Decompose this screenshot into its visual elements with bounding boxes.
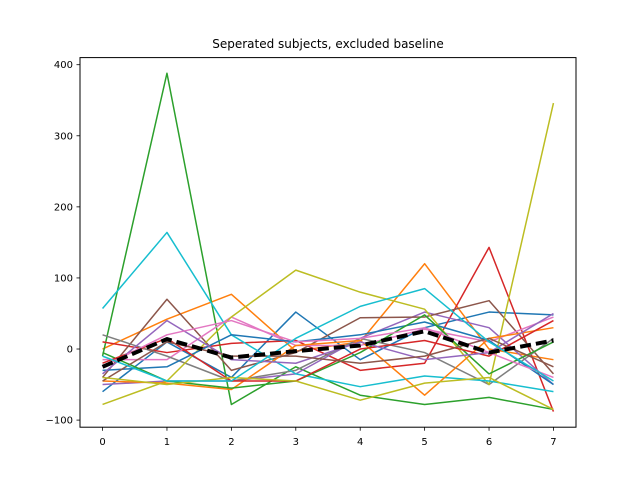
- series-line-11: [102, 321, 554, 386]
- x-tick-label: 1: [164, 437, 170, 448]
- y-tick-label: 400: [54, 60, 73, 71]
- y-tick-label: 100: [54, 273, 73, 284]
- series-line-19: [102, 287, 554, 382]
- series-line-4: [102, 246, 555, 412]
- series-line-15: [102, 312, 554, 375]
- series-line-9: [102, 102, 555, 406]
- x-tick-label: 6: [486, 437, 492, 448]
- y-tick-label: 200: [54, 202, 73, 213]
- y-tick-label: 300: [54, 131, 73, 142]
- y-tick-label: −100: [46, 416, 73, 427]
- plot-area: [101, 72, 555, 412]
- series-line-10: [101, 231, 554, 393]
- x-tick-label: 7: [550, 437, 556, 448]
- mean-dashed-line: [101, 329, 554, 369]
- x-tick-label: 0: [99, 437, 105, 448]
- x-tick-label: 4: [357, 437, 363, 448]
- series-line-8: [102, 334, 554, 386]
- chart-title: Seperated subjects, excluded baseline: [212, 37, 443, 51]
- y-tick-label: 0: [67, 345, 73, 356]
- x-tick-label: 2: [228, 437, 234, 448]
- series-line-7: [102, 316, 554, 361]
- series-line-6: [101, 298, 555, 378]
- plot-frame: [79, 57, 577, 428]
- x-axis: 0 1 2 3 4 5 6 7: [99, 427, 557, 448]
- x-tick-label: 3: [293, 437, 299, 448]
- series-line-16: [102, 337, 554, 382]
- x-tick-label: 5: [421, 437, 427, 448]
- series-line-18: [102, 376, 554, 411]
- y-axis: −100 0 100 200 300 400: [46, 60, 80, 427]
- series-line-13: [102, 314, 554, 389]
